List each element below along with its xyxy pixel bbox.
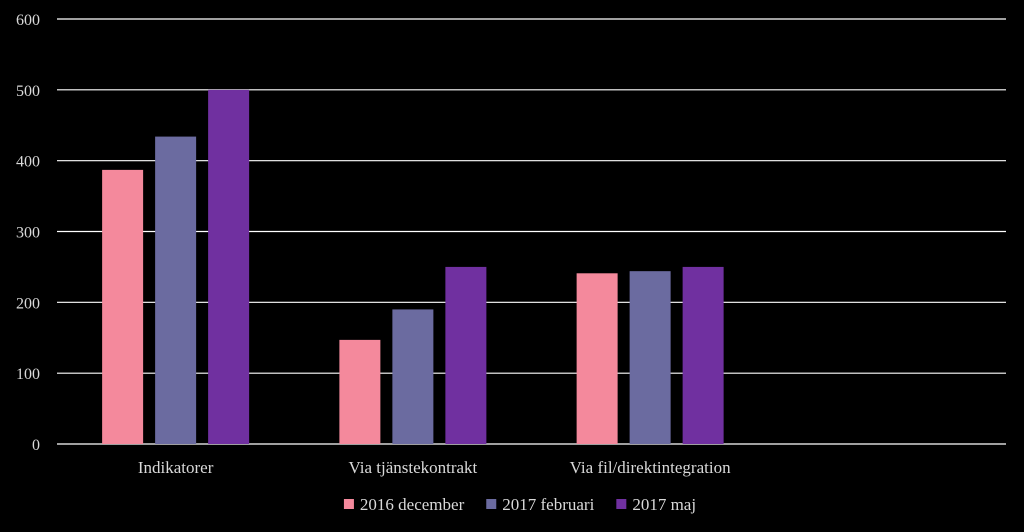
bar	[339, 339, 381, 444]
legend-item: 2017 maj	[616, 495, 696, 514]
bar	[392, 309, 434, 444]
bar	[682, 266, 724, 444]
bar	[445, 266, 487, 444]
y-tick-label: 300	[16, 225, 40, 242]
category-label: Via tjänstekontrakt	[348, 458, 477, 477]
legend-swatch	[343, 499, 354, 509]
category-label: Indikatorer	[138, 458, 214, 477]
legend: 2016 december 2017 februari 2017 maj	[343, 495, 696, 514]
y-axis-tick-labels: 0 100 200 300 400 500 600	[16, 12, 40, 454]
y-tick-label: 100	[16, 366, 40, 383]
legend-item: 2016 december	[343, 495, 465, 514]
gridlines	[57, 18, 1006, 445]
bars	[102, 89, 724, 445]
bar	[629, 271, 671, 444]
y-tick-label: 600	[16, 12, 40, 29]
legend-label: 2017 februari	[502, 495, 594, 514]
bar	[208, 89, 250, 444]
category-labels: Indikatorer Via tjänstekontrakt Via fil/di…	[138, 458, 731, 477]
legend-label: 2016 december	[360, 495, 465, 514]
bar	[155, 136, 197, 445]
y-tick-label: 0	[32, 437, 40, 454]
y-tick-label: 200	[16, 295, 40, 312]
legend-swatch	[616, 499, 627, 509]
legend-label: 2017 maj	[632, 495, 696, 514]
y-tick-label: 400	[16, 154, 40, 171]
legend-swatch	[486, 499, 497, 509]
bar	[102, 169, 144, 444]
y-tick-label: 500	[16, 83, 40, 100]
bar	[576, 273, 618, 444]
legend-item: 2017 februari	[486, 495, 595, 514]
category-label: Via fil/direktintegration	[570, 458, 731, 477]
